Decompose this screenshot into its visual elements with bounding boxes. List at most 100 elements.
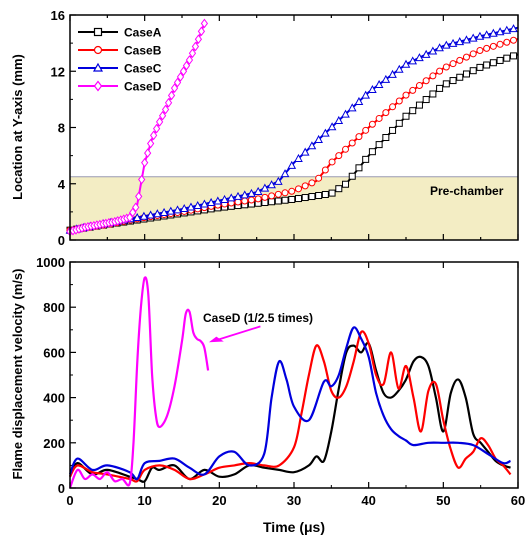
casec-marker <box>193 200 203 210</box>
casea-marker <box>382 134 390 142</box>
caseb-marker <box>294 185 302 193</box>
bottom-x-tick-label: 40 <box>361 493 375 508</box>
casec-marker <box>408 56 418 65</box>
casea-marker <box>402 112 410 120</box>
cased-marker <box>179 66 188 77</box>
cased-marker <box>191 41 200 52</box>
casec-marker <box>428 46 438 55</box>
caseb-marker <box>442 63 450 71</box>
casec-marker <box>186 202 196 211</box>
casec-marker <box>146 210 155 219</box>
casec-marker <box>327 122 337 131</box>
casea-marker <box>294 195 302 203</box>
caseb-marker <box>261 193 269 201</box>
casea-marker <box>288 195 296 203</box>
x-axis-label: Time (μs) <box>263 519 325 535</box>
casec-marker <box>435 43 444 52</box>
cased-marker <box>135 191 143 202</box>
caseb-marker <box>328 158 336 166</box>
bottom-x-tick-label: 30 <box>287 493 301 508</box>
caseb-marker <box>308 179 316 187</box>
bottom-y-tick-label: 400 <box>43 391 65 406</box>
casec-marker <box>388 69 397 78</box>
caseb-marker <box>449 60 457 68</box>
caseb-marker <box>362 126 370 134</box>
bottom-x-tick-label: 60 <box>511 493 525 508</box>
casec-marker <box>347 103 357 112</box>
casea-marker <box>315 192 323 200</box>
caseb-marker <box>510 36 518 44</box>
casec-marker <box>206 197 216 206</box>
cased-marker <box>182 60 191 71</box>
casea-marker <box>483 61 491 69</box>
location-panel: 0 4 8 12 16 CaseA CaseB CaseC CaseD <box>51 8 519 248</box>
bottom-y-tick-label: 800 <box>43 300 65 315</box>
casec-velocity-line <box>68 326 511 481</box>
casec-marker <box>213 196 223 205</box>
caseb-marker <box>476 47 484 55</box>
casea-marker <box>422 96 430 104</box>
pre-chamber-region <box>70 176 518 240</box>
caseb-marker <box>348 139 356 147</box>
cased-marker <box>185 55 194 65</box>
caseb-marker <box>395 97 403 105</box>
casea-marker <box>301 194 309 202</box>
casea-marker <box>375 141 383 149</box>
casec-marker <box>220 194 229 203</box>
casec-marker <box>321 128 330 137</box>
caseb-marker <box>462 53 470 61</box>
casea-marker <box>362 155 370 163</box>
annotation-arrow-head <box>208 336 224 343</box>
caseb-marker <box>389 103 397 111</box>
bottom-x-tick-label: 20 <box>212 493 226 508</box>
caseb-marker <box>402 91 410 99</box>
caseb-marker <box>483 44 491 52</box>
bottom-y-tick-label: 0 <box>58 481 65 496</box>
caseb-marker <box>274 190 282 198</box>
cased-marker <box>200 18 209 29</box>
caseb-marker <box>422 77 430 85</box>
cased-marker <box>155 117 164 127</box>
casec-marker <box>415 53 424 62</box>
casec-marker <box>159 207 169 216</box>
top-y-tick-label: 8 <box>58 121 65 136</box>
top-y-tick-label: 4 <box>58 177 66 192</box>
bottom-x-tick-label: 0 <box>66 493 73 508</box>
casea-marker <box>496 56 504 64</box>
cased-marker <box>164 97 173 108</box>
casec-marker <box>153 209 162 218</box>
cased-velocity-line <box>68 276 210 489</box>
casec-marker <box>307 141 317 150</box>
casea-marker <box>308 193 316 201</box>
casec-marker <box>179 204 189 213</box>
casea-marker <box>442 80 450 88</box>
casea-marker <box>268 198 276 206</box>
cased-legend-label: CaseD <box>124 80 162 94</box>
casea-legend-marker <box>93 27 103 37</box>
casec-marker <box>341 109 350 118</box>
cased-marker <box>150 130 158 141</box>
caseb-marker <box>315 174 323 182</box>
bottom-ylabel: Flame displacement velocity (m/s) <box>10 269 25 480</box>
caseb-marker <box>355 133 363 141</box>
caseb-legend-marker <box>93 45 103 55</box>
casea-marker <box>355 164 363 172</box>
casec-marker <box>489 28 498 37</box>
cased-marker <box>129 207 137 218</box>
casea-marker <box>456 73 464 81</box>
caseb-marker <box>321 166 329 174</box>
casea-marker <box>389 126 397 134</box>
cased-marker <box>167 90 176 101</box>
casec-marker <box>475 31 485 40</box>
cased-marker <box>141 157 149 168</box>
casec-marker <box>374 79 384 88</box>
casec-marker <box>334 115 344 124</box>
casea-marker <box>489 59 497 67</box>
cased-marker <box>158 110 167 121</box>
caseb-marker <box>254 195 262 203</box>
casec-marker <box>226 193 236 202</box>
casec-marker <box>368 84 377 94</box>
bottom-y-tick-label: 200 <box>43 436 65 451</box>
casec-marker <box>509 24 518 33</box>
